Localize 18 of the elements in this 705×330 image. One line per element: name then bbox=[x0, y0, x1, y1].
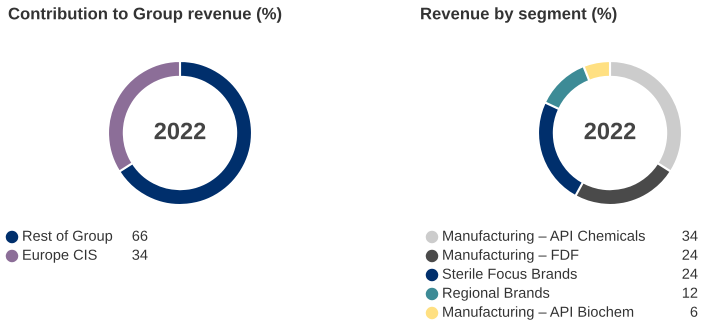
data-label: 6 bbox=[690, 306, 698, 317]
data-label: 34 bbox=[682, 230, 698, 241]
chart-title: Revenue by segment (%) bbox=[421, 7, 616, 23]
data-label: 66 bbox=[132, 230, 148, 241]
text: 2022 bbox=[154, 122, 206, 140]
legend-label: Manufacturing – FDF bbox=[443, 249, 578, 263]
data-label: 24 bbox=[682, 250, 698, 260]
chart-title: Contribution to Group revenue (%) bbox=[8, 7, 282, 23]
data-label: 12 bbox=[682, 288, 698, 298]
legend-label: Rest of Group bbox=[23, 230, 112, 244]
data-label: 24 bbox=[682, 268, 698, 279]
data-label: 34 bbox=[132, 250, 148, 260]
legend-label: Europe CIS bbox=[23, 250, 97, 263]
text: 2022 bbox=[584, 122, 636, 140]
legend-label: Manufacturing – API Chemicals bbox=[443, 230, 645, 244]
legend-label: Manufacturing – API Biochem bbox=[443, 306, 634, 320]
legend-label: Regional Brands bbox=[443, 287, 550, 301]
legend-label: Sterile Focus Brands bbox=[442, 268, 577, 279]
